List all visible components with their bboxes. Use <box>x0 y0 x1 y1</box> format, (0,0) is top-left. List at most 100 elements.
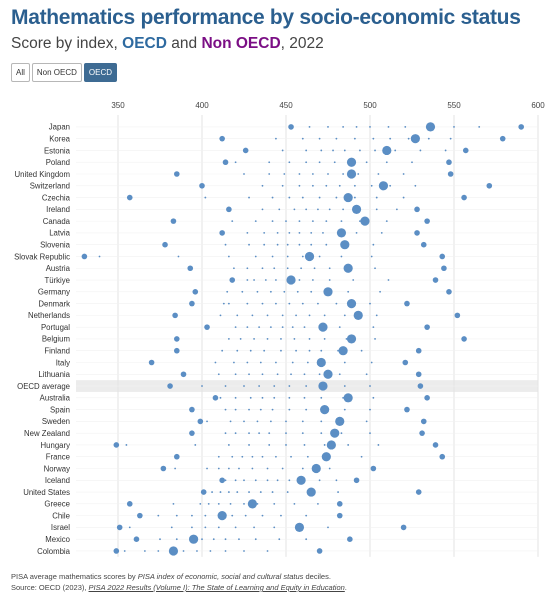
country-label: Switzerland <box>30 182 70 191</box>
average-point <box>338 346 348 356</box>
decile-point <box>374 149 376 152</box>
decile-point <box>221 349 224 352</box>
decile-point <box>226 206 232 213</box>
decile-point <box>269 326 272 329</box>
decile-point <box>259 408 262 411</box>
filter-non-oecd-button[interactable]: Non OECD <box>31 63 82 82</box>
decile-point <box>308 314 311 317</box>
decile-point <box>343 314 346 317</box>
decile-point <box>424 395 430 401</box>
country-label: Denmark <box>38 299 70 308</box>
filter-oecd-button[interactable]: OECD <box>83 63 118 82</box>
decile-point <box>288 396 291 399</box>
source-link[interactable]: PISA 2022 Results (Volume I): The State … <box>89 583 345 592</box>
decile-point <box>305 385 308 387</box>
decile-point <box>234 396 237 399</box>
decile-point <box>311 184 314 187</box>
decile-point <box>288 479 291 482</box>
decile-point <box>224 432 227 435</box>
country-label: Poland <box>46 158 70 167</box>
decile-point <box>447 171 454 177</box>
decile-point <box>261 184 264 187</box>
decile-point <box>360 455 363 458</box>
decile-point <box>251 467 254 470</box>
decile-point <box>342 396 345 399</box>
decile-point <box>266 479 269 482</box>
decile-point <box>402 196 405 199</box>
decile-point <box>273 267 276 270</box>
decile-point <box>276 373 279 376</box>
average-point <box>346 157 357 167</box>
decile-point <box>317 302 319 305</box>
decile-point <box>432 442 439 448</box>
decile-point <box>243 420 245 423</box>
decile-point <box>328 279 331 281</box>
decile-point <box>355 232 358 234</box>
decile-point <box>229 502 232 505</box>
decile-point <box>310 290 313 293</box>
decile-point <box>301 467 304 470</box>
decile-point <box>374 267 376 270</box>
decile-point <box>305 161 308 164</box>
decile-point <box>224 550 227 552</box>
decile-point <box>81 253 88 260</box>
decile-point <box>243 173 245 175</box>
average-point <box>304 251 315 262</box>
decile-point <box>224 243 227 246</box>
decile-point <box>271 255 274 258</box>
decile-point <box>439 253 446 260</box>
country-label: Australia <box>40 394 71 403</box>
decile-point <box>162 241 168 248</box>
decile-point <box>273 526 276 529</box>
decile-point <box>379 290 381 293</box>
decile-point <box>281 314 284 317</box>
decile-point <box>234 373 237 376</box>
country-label: OECD average <box>17 382 70 391</box>
decile-point <box>246 279 249 281</box>
decile-point <box>387 125 390 128</box>
decile-point <box>285 444 287 446</box>
decile-point <box>275 455 277 458</box>
country-label: Ireland <box>46 205 70 214</box>
note-line: PISA average mathematics scores by PISA … <box>11 571 347 582</box>
decile-point <box>288 408 291 411</box>
filter-all-button[interactable]: All <box>11 63 30 82</box>
decile-point <box>243 502 245 505</box>
country-label: Chile <box>52 511 70 520</box>
decile-point <box>318 373 321 376</box>
decile-point <box>234 479 237 482</box>
average-point <box>321 452 331 462</box>
decile-point <box>389 137 392 140</box>
decile-point <box>414 230 420 236</box>
decile-point <box>256 290 259 293</box>
country-label: Italy <box>56 358 70 367</box>
x-tick-label: 500 <box>363 101 377 110</box>
source-title: PISA 2022 Results (Volume I): The State … <box>88 583 345 592</box>
decile-point <box>343 361 346 364</box>
average-point <box>343 192 353 203</box>
decile-point <box>271 491 274 493</box>
average-point <box>410 134 420 144</box>
decile-point <box>340 255 343 258</box>
decile-point <box>269 290 272 293</box>
decile-point <box>167 383 173 389</box>
decile-point <box>253 279 255 281</box>
decile-point <box>233 361 235 364</box>
decile-point <box>420 241 427 248</box>
decile-point <box>254 255 257 258</box>
decile-point <box>323 444 326 446</box>
decile-point <box>318 479 321 482</box>
decile-point <box>170 526 173 529</box>
decile-point <box>372 243 375 246</box>
decile-point <box>293 208 296 211</box>
decile-point <box>204 514 207 517</box>
decile-point <box>219 314 222 317</box>
country-label: Spain <box>50 405 70 414</box>
decile-point <box>174 336 180 342</box>
decile-point <box>336 501 343 507</box>
country-label: Korea <box>49 134 70 143</box>
decile-point <box>318 137 321 140</box>
subtitle-oecd: OECD <box>122 35 167 52</box>
decile-point <box>499 135 506 142</box>
decile-point <box>271 408 274 411</box>
